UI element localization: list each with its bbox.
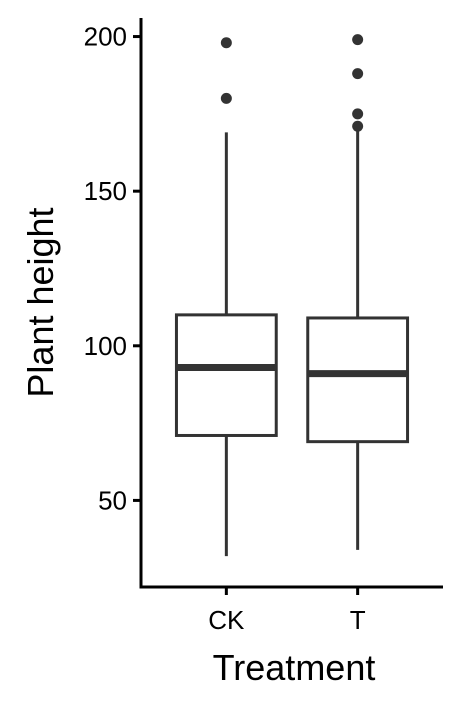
iqr-box bbox=[174, 313, 278, 437]
outlier-point bbox=[220, 37, 232, 49]
x-tick-label: CK bbox=[208, 605, 245, 635]
outlier-point bbox=[352, 108, 364, 120]
x-axis-ticks: CK T bbox=[208, 587, 366, 635]
outlier-point bbox=[220, 92, 232, 104]
x-tick-label: T bbox=[350, 605, 366, 635]
y-axis-title: Plant height bbox=[20, 207, 61, 397]
y-tick-label: 50 bbox=[98, 485, 127, 515]
x-axis-title: Treatment bbox=[213, 647, 376, 688]
box-ck bbox=[174, 37, 278, 557]
y-tick-label: 150 bbox=[84, 176, 127, 206]
outlier-point bbox=[352, 34, 364, 46]
y-tick-label: 100 bbox=[84, 331, 127, 361]
iqr-box bbox=[306, 316, 410, 444]
boxes-layer bbox=[174, 34, 410, 557]
plot-area: 50 100 150 200 CK T bbox=[84, 18, 443, 635]
outlier-point bbox=[352, 120, 364, 132]
y-tick-label: 200 bbox=[84, 22, 127, 52]
outlier-point bbox=[352, 68, 364, 80]
box-t bbox=[306, 34, 410, 550]
y-axis-ticks: 50 100 150 200 bbox=[84, 22, 141, 515]
